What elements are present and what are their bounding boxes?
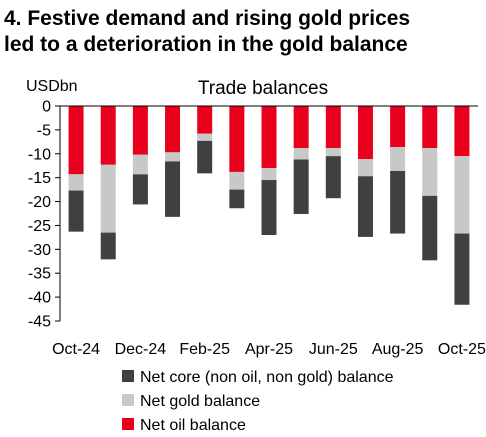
headline-line-1: 4. Festive demand and rising gold prices	[4, 7, 411, 30]
legend-swatch	[122, 370, 134, 382]
x-tick-label: Feb-25	[179, 341, 230, 358]
legend-label: Net gold balance	[140, 393, 260, 410]
y-tick-label: -45	[28, 314, 51, 331]
bar-segment-net-core-non-oil-non-gold-balance-may-25	[293, 159, 309, 214]
bar-segment-net-core-non-oil-non-gold-balance-nov-24	[100, 232, 116, 260]
bar-segment-net-core-non-oil-non-gold-balance-jun-25	[325, 156, 341, 199]
bar-segment-net-oil-balance-nov-24	[100, 106, 116, 165]
y-tick-label: -5	[37, 122, 51, 139]
bar-segment-net-gold-balance-may-25	[293, 148, 309, 160]
legend: Net core (non oil, non gold) balance Net …	[122, 369, 394, 434]
bar-segment-net-core-non-oil-non-gold-balance-oct-24	[68, 190, 84, 232]
bar-segment-net-gold-balance-jul-25	[357, 159, 373, 177]
bars	[68, 106, 470, 305]
y-tick-label: -25	[28, 218, 51, 235]
bar-segment-net-oil-balance-jan-25	[165, 106, 181, 153]
bar-segment-net-gold-balance-sep-25	[422, 148, 438, 196]
y-axis: 0 -5 -10 -15 -20 -25 -30 -35 -40 -45	[28, 99, 61, 331]
x-tick-label: Oct-24	[52, 341, 100, 358]
bar-segment-net-gold-balance-nov-24	[100, 164, 116, 233]
bar-segment-net-core-non-oil-non-gold-balance-mar-25	[229, 189, 245, 209]
x-axis: Oct-24 Dec-24 Feb-25 Apr-25 Jun-25 Aug-25 Oct-…	[52, 105, 486, 358]
y-tick-label: -20	[28, 194, 51, 211]
bar-segment-net-core-non-oil-non-gold-balance-oct-25	[454, 233, 470, 305]
y-tick-label: 0	[42, 99, 51, 116]
bar-segment-net-core-non-oil-non-gold-balance-apr-25	[261, 180, 277, 235]
bar-segment-net-oil-balance-apr-25	[261, 106, 277, 169]
bar-segment-net-gold-balance-apr-25	[261, 168, 277, 181]
y-unit-label: USDbn	[26, 78, 78, 95]
bar-segment-net-oil-balance-mar-25	[229, 106, 245, 172]
bar-segment-net-core-non-oil-non-gold-balance-feb-25	[197, 140, 213, 174]
bar-segment-net-gold-balance-mar-25	[229, 171, 245, 190]
y-tick-label: -15	[28, 170, 51, 187]
bar-segment-net-oil-balance-dec-24	[132, 106, 148, 155]
legend-swatch	[122, 418, 134, 430]
y-tick-label: -40	[28, 290, 51, 307]
legend-label: Net core (non oil, non gold) balance	[140, 369, 394, 386]
bar-segment-net-oil-balance-oct-24	[68, 106, 84, 175]
x-tick-label: Aug-25	[372, 341, 424, 358]
bar-segment-net-gold-balance-oct-24	[68, 174, 84, 191]
bar-segment-net-gold-balance-jun-25	[325, 148, 341, 157]
y-tick-label: -35	[28, 266, 51, 283]
chart-headline: 4. Festive demand and rising gold prices…	[4, 6, 484, 58]
bar-segment-net-gold-balance-dec-24	[132, 154, 148, 175]
bar-segment-net-core-non-oil-non-gold-balance-jan-25	[165, 161, 181, 217]
x-tick-label: Apr-25	[245, 341, 293, 358]
headline-line-2: led to a deterioration in the gold balan…	[4, 33, 408, 56]
x-tick-label: Dec-24	[115, 341, 167, 358]
bar-segment-net-oil-balance-sep-25	[422, 106, 438, 149]
bar-segment-net-gold-balance-feb-25	[197, 133, 213, 141]
bar-segment-net-core-non-oil-non-gold-balance-aug-25	[390, 170, 406, 234]
bar-segment-net-core-non-oil-non-gold-balance-sep-25	[422, 195, 438, 261]
bar-segment-net-gold-balance-oct-25	[454, 156, 470, 234]
legend-label: Net oil balance	[140, 417, 246, 434]
bar-segment-net-oil-balance-jun-25	[325, 106, 341, 149]
y-tick-label: -30	[28, 242, 51, 259]
bar-segment-net-oil-balance-jul-25	[357, 106, 373, 160]
bar-segment-net-oil-balance-oct-25	[454, 106, 470, 157]
bar-segment-net-core-non-oil-non-gold-balance-dec-24	[132, 174, 148, 205]
legend-swatch	[122, 394, 134, 406]
x-tick-label: Jun-25	[309, 341, 358, 358]
y-tick-label: -10	[28, 146, 51, 163]
bar-segment-net-gold-balance-aug-25	[390, 147, 406, 171]
x-tick-label: Oct-25	[438, 341, 486, 358]
bar-segment-net-gold-balance-jan-25	[165, 152, 181, 162]
bar-segment-net-oil-balance-feb-25	[197, 106, 213, 134]
chart-title: Trade balances	[198, 78, 328, 99]
bar-segment-net-oil-balance-may-25	[293, 106, 309, 149]
bar-segment-net-core-non-oil-non-gold-balance-jul-25	[357, 176, 373, 237]
bar-segment-net-oil-balance-aug-25	[390, 106, 406, 148]
